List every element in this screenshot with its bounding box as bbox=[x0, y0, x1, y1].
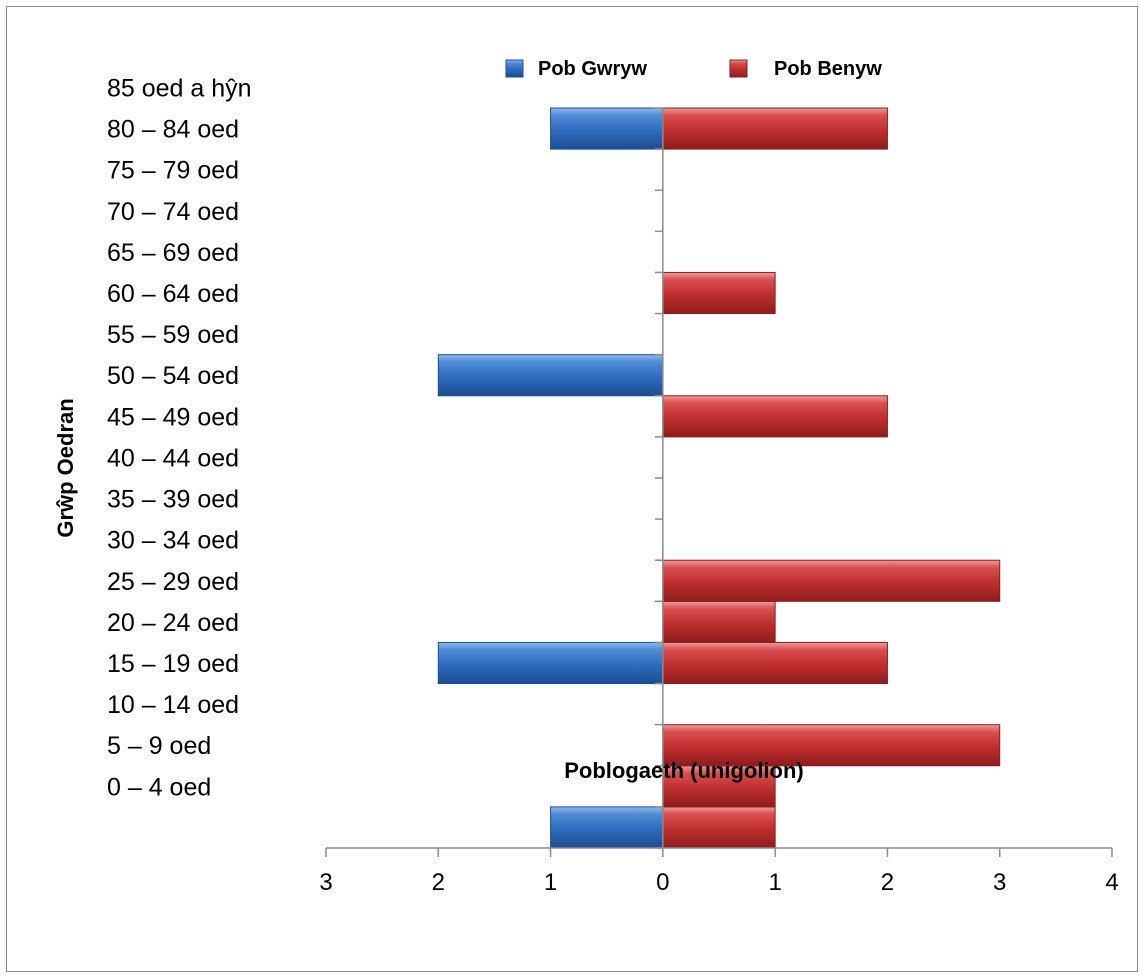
age-group-label: 5 – 9 oed bbox=[107, 732, 211, 760]
bar-female-13 bbox=[662, 271, 776, 315]
legend-label-female: Pob Benyw bbox=[774, 58, 882, 80]
bar-male-4 bbox=[437, 641, 664, 685]
legend: Pob Gwryw Pob Benyw bbox=[505, 58, 882, 80]
age-group-label: 85 oed a hŷn bbox=[107, 74, 252, 102]
age-group-label: 55 – 59 oed bbox=[107, 321, 239, 349]
bar-female-1 bbox=[662, 765, 776, 808]
x-tick-label: 3 bbox=[993, 869, 1006, 896]
age-group-label: 15 – 19 oed bbox=[107, 650, 239, 678]
age-group-label: 45 – 49 oed bbox=[107, 403, 239, 431]
legend-label-male: Pob Gwryw bbox=[538, 58, 647, 80]
bar-female-5 bbox=[662, 600, 776, 643]
x-tick-label: 1 bbox=[768, 869, 781, 896]
age-group-label: 75 – 79 oed bbox=[107, 157, 239, 185]
x-tick-label: 2 bbox=[432, 869, 445, 896]
legend-marker-male bbox=[505, 59, 524, 78]
x-tick-label: 4 bbox=[1105, 869, 1118, 896]
age-group-label: 10 – 14 oed bbox=[107, 691, 239, 719]
bar-female-10 bbox=[662, 395, 888, 438]
bar-female-4 bbox=[662, 641, 888, 685]
age-group-label: 80 – 84 oed bbox=[107, 116, 239, 144]
age-group-label: 50 – 54 oed bbox=[107, 362, 239, 390]
bars bbox=[437, 107, 1001, 849]
age-group-label: 0 – 4 oed bbox=[107, 773, 211, 801]
bar-male-0 bbox=[550, 806, 664, 849]
x-tick-label: 0 bbox=[656, 869, 669, 896]
x-tick-label: 1 bbox=[544, 869, 557, 896]
age-group-label: 65 – 69 oed bbox=[107, 239, 239, 267]
bar-male-17 bbox=[550, 107, 664, 150]
age-group-label: 25 – 29 oed bbox=[107, 568, 239, 596]
bar-female-17 bbox=[662, 107, 888, 150]
x-tick-label: 3 bbox=[319, 869, 332, 896]
x-axis-title: Poblogaeth (unigolion) bbox=[564, 758, 804, 783]
legend-marker-female bbox=[729, 59, 748, 78]
age-group-label: 60 – 64 oed bbox=[107, 280, 239, 308]
bar-female-6 bbox=[662, 559, 1001, 602]
axes: 3 2 1 0 1 2 3 4 bbox=[319, 107, 1119, 896]
bar-female-2 bbox=[662, 724, 1001, 767]
bar-female-0 bbox=[662, 806, 776, 849]
x-tick-label: 2 bbox=[881, 869, 894, 896]
age-group-label: 40 – 44 oed bbox=[107, 444, 239, 472]
age-group-label: 70 – 74 oed bbox=[107, 198, 239, 226]
y-axis-title: Grŵp Oedran bbox=[53, 398, 78, 537]
bar-male-11 bbox=[437, 354, 664, 397]
age-group-label: 30 – 34 oed bbox=[107, 527, 239, 555]
age-group-labels: 0 – 4 oed 5 – 9 oed 10 – 14 oed 15 – 19 oed… bbox=[107, 74, 252, 801]
age-group-label: 35 – 39 oed bbox=[107, 486, 239, 514]
age-group-label: 20 – 24 oed bbox=[107, 609, 239, 637]
